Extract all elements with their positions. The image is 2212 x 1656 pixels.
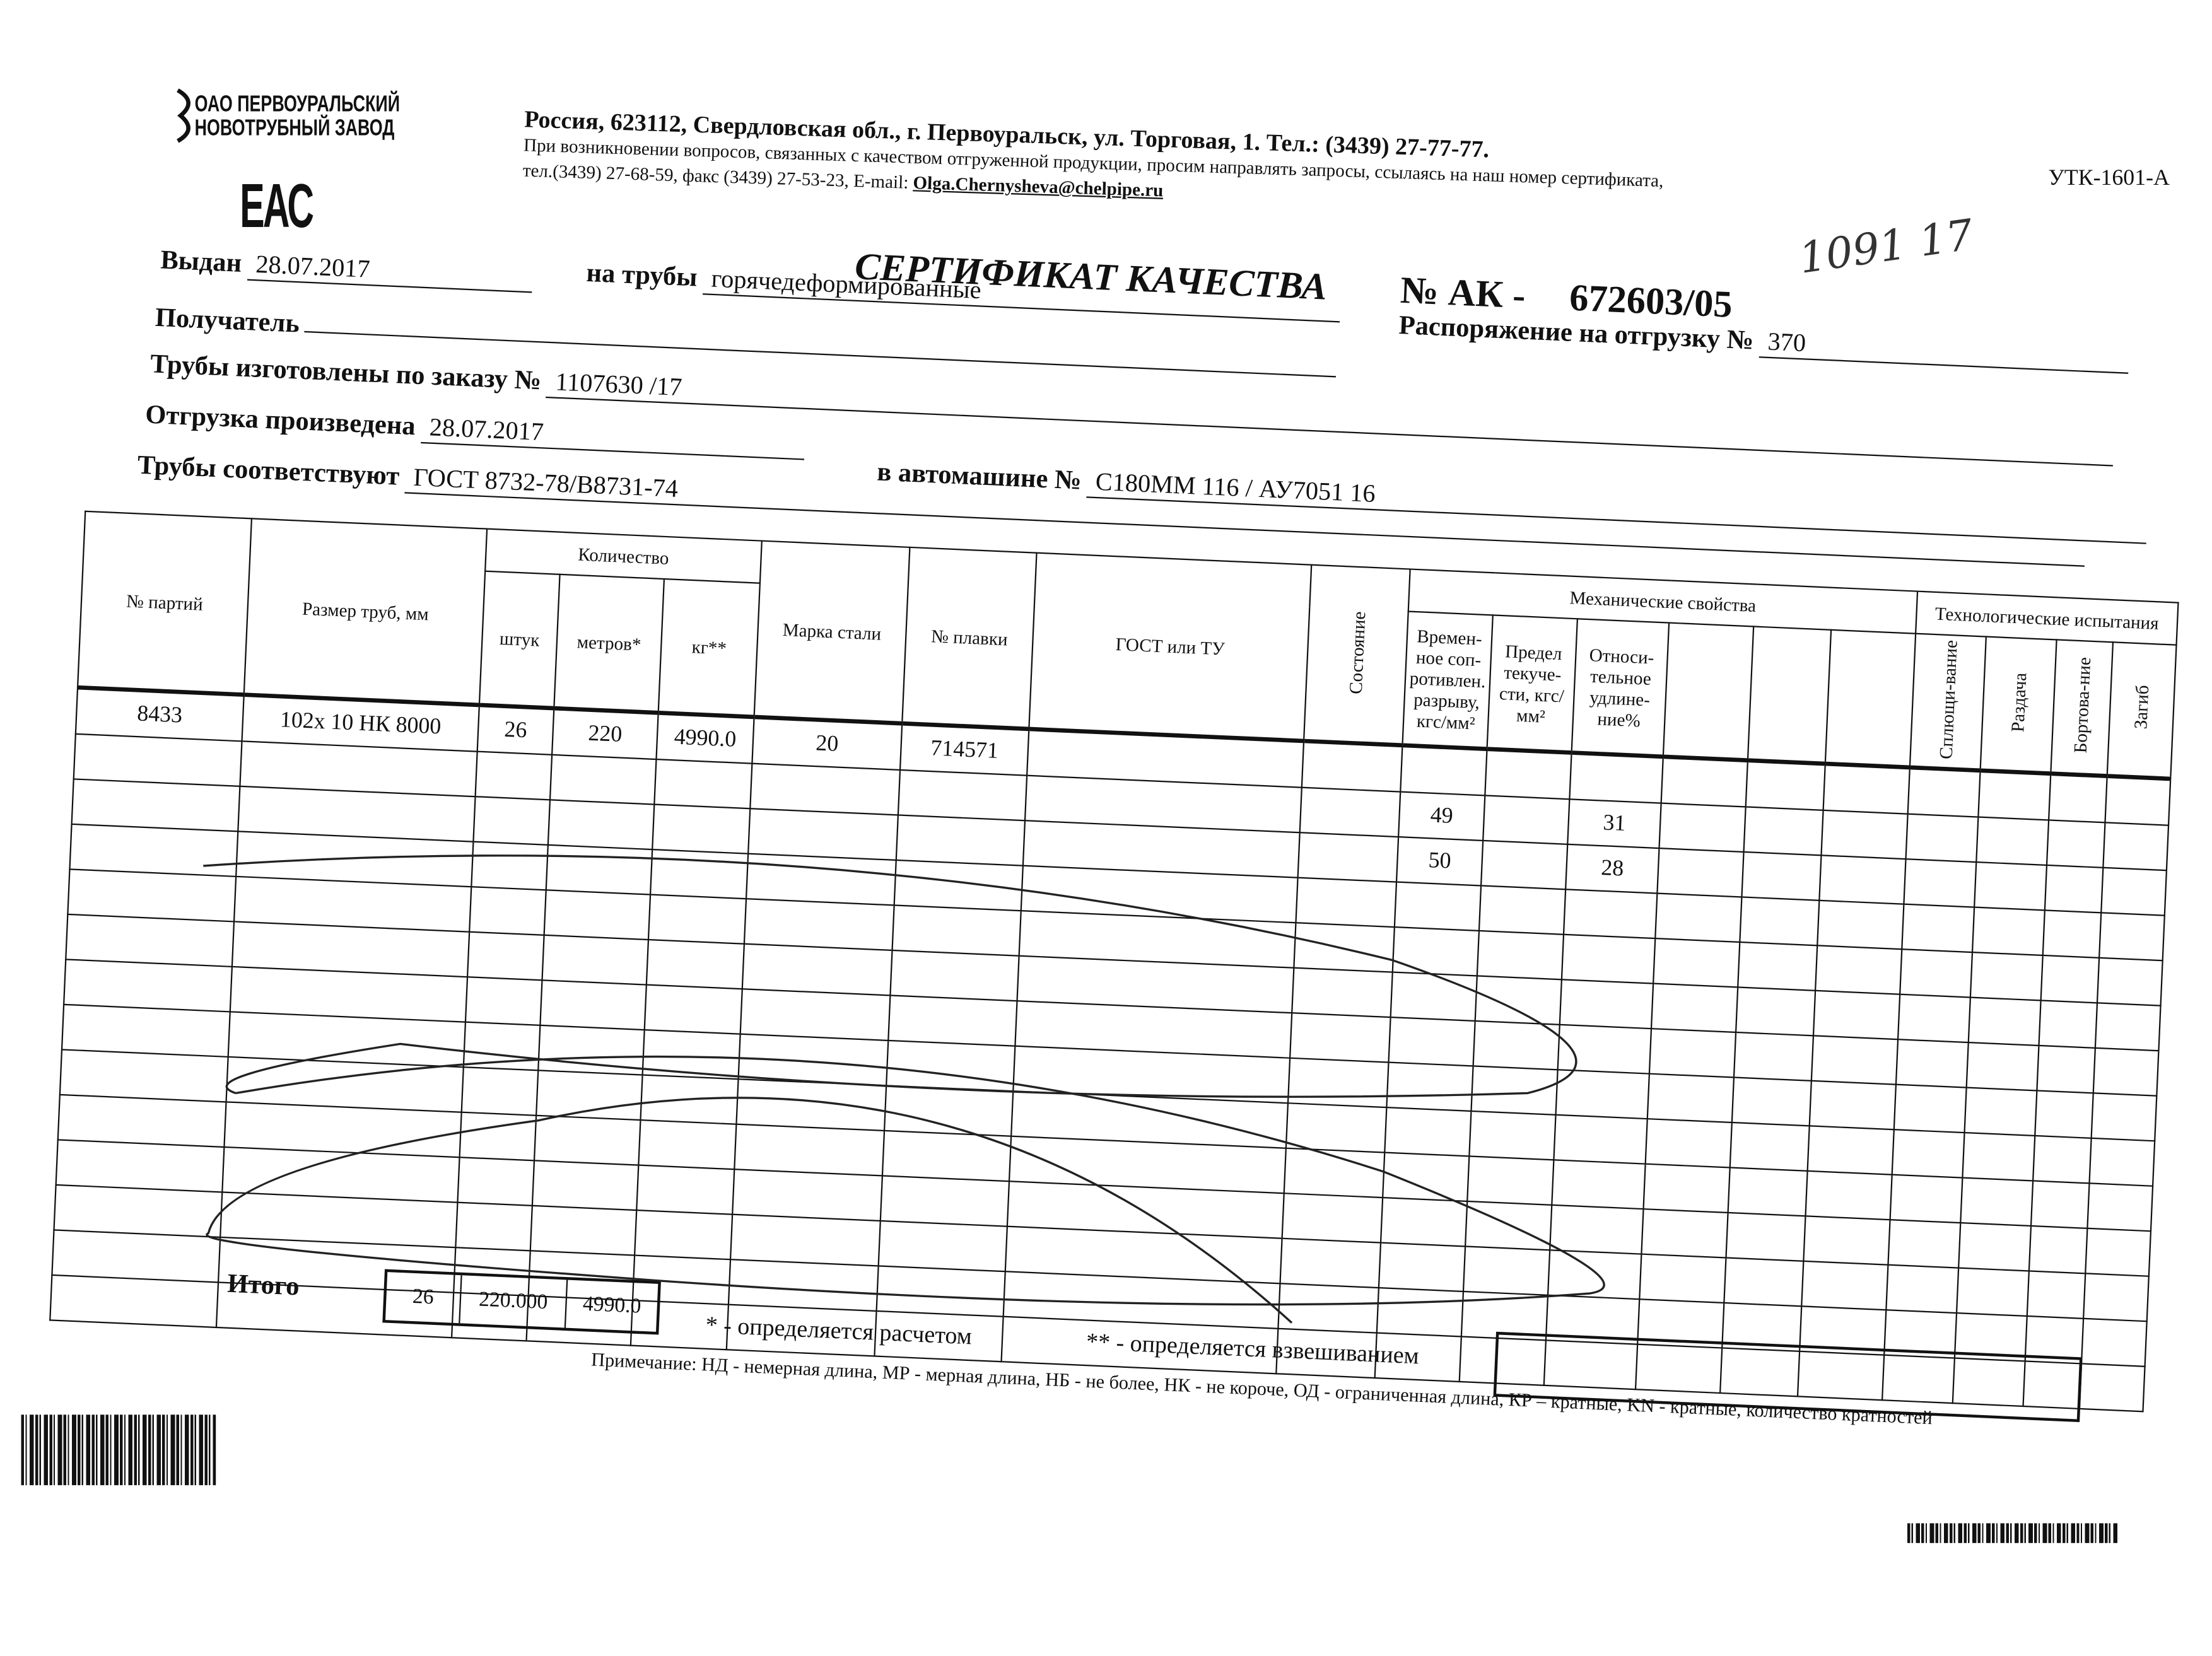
logo-line2: НОВОТРУБНЫЙ ЗАВОД (194, 117, 395, 141)
form-code: УТК-1601-А (2048, 166, 2170, 190)
barcode-left (21, 1414, 216, 1486)
logo-line1: ОАО ПЕРВОУРАЛЬСКИЙ (194, 93, 400, 117)
barcode-right (1907, 1523, 2119, 1543)
certificate-page: ОАО ПЕРВОУРАЛЬСКИЙ НОВОТРУБНЫЙ ЗАВОД ЕАС… (21, 88, 2179, 1543)
eac-mark: ЕАС (240, 172, 314, 242)
logo-emblem-icon (177, 88, 190, 143)
